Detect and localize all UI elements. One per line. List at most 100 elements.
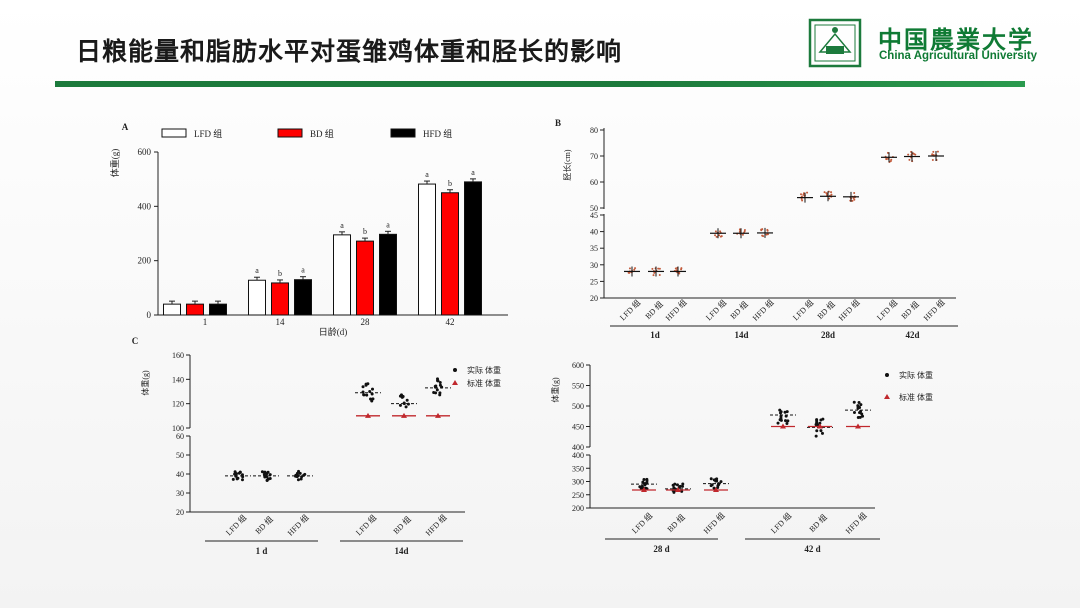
panel-c-point <box>712 478 716 482</box>
panel-c-standard-marker <box>855 423 861 429</box>
panel-b-point <box>825 192 828 195</box>
panel-b-point <box>766 229 769 232</box>
panel-c-point <box>365 393 369 397</box>
panel-a-y-tick-label: 200 <box>138 256 152 266</box>
panel-b-point <box>852 197 855 200</box>
panel-a-x-tick-label: 14 <box>276 317 286 327</box>
panel-c-y-tick-label: 30 <box>176 489 184 498</box>
university-name-en: China Agricultural University <box>879 50 1038 62</box>
panel-a-x-tick-label: 1 <box>203 317 208 327</box>
panel-b-y-label: 胫长(cm) <box>562 149 572 180</box>
page-title: 日粮能量和脂肪水平对蛋雏鸡体重和胫长的影响 <box>76 37 623 66</box>
panel-b-point <box>802 192 805 195</box>
panel-a-y-tick-label: 600 <box>138 147 152 157</box>
panel-b-y-tick-label: 40 <box>590 228 598 237</box>
panel-c-group-label: LFD 组 <box>768 510 793 535</box>
panel-c-point <box>404 405 408 409</box>
panel-b-day-label: 42d <box>905 330 919 340</box>
panel-c-y-tick-label: 20 <box>176 508 184 517</box>
panel-a-bar <box>356 240 374 316</box>
panel-c-point <box>434 384 438 388</box>
panel-c-point <box>370 387 374 391</box>
panel-c-point <box>432 390 436 394</box>
panel-c-y-tick-label: 500 <box>572 402 584 411</box>
title-divider <box>55 81 1025 87</box>
panel-c-point <box>235 477 239 481</box>
panel-b-point <box>652 274 655 277</box>
panel-a-legend-label: HFD 组 <box>423 128 452 139</box>
panel-a-bar <box>271 282 289 316</box>
panel-c-point <box>238 470 242 474</box>
panel-c-group-label: LFD 组 <box>629 510 654 535</box>
panel-b-group-label: HFD 组 <box>921 297 946 322</box>
panel-b-y-tick-label: 25 <box>590 277 598 286</box>
panel-b-point <box>801 199 804 202</box>
panel-c-point <box>294 474 298 478</box>
panel-c-point <box>673 482 677 486</box>
panel-b-point <box>800 197 803 200</box>
panel-c-legend-actual-label: 实际 体重 <box>467 365 501 375</box>
panel-c-standard-marker <box>713 486 719 492</box>
panel-c-y-tick-label: 300 <box>572 478 584 487</box>
panel-b-point <box>633 268 636 271</box>
panel-c-standard-marker <box>675 486 681 492</box>
panel-b-group-label: BD 组 <box>815 299 837 321</box>
panel-c-point <box>859 403 863 407</box>
panel-a-sig-letter: a <box>471 168 475 177</box>
panel-c-y-tick-label: 60 <box>176 432 184 441</box>
panel-b-point <box>932 150 935 153</box>
panel-b-point <box>885 158 888 161</box>
panel-b-group-label: HFD 组 <box>836 297 861 322</box>
panel-a-y-tick-label: 0 <box>147 310 152 320</box>
panel-c-point <box>860 412 864 416</box>
panel-c-y-tick-label: 40 <box>176 470 184 479</box>
panel-a-bar <box>294 279 312 316</box>
panel-c-point <box>815 429 819 433</box>
panel-b-y-tick-label: 30 <box>590 261 598 270</box>
panel-c-point <box>818 421 822 425</box>
panel-a-sig-letter: a <box>340 221 344 230</box>
panel-a-x-label: 日龄(d) <box>319 326 348 337</box>
panel-c-group-label: HFD 组 <box>701 510 726 535</box>
panel-c-y-tick-label: 200 <box>572 504 584 513</box>
panel-c-point <box>405 398 409 402</box>
panel-c-point <box>231 477 235 481</box>
panel-a-bar <box>464 181 482 316</box>
panel-a-sig-letter: a <box>386 220 390 229</box>
panel-c-point <box>709 484 713 488</box>
panel-a-sig-letter: a <box>301 266 305 275</box>
panel-label-a: A <box>122 122 129 132</box>
panel-c-standard-marker <box>641 486 647 492</box>
panel-b-point <box>889 160 892 163</box>
panel-b-point <box>853 192 856 195</box>
panel-c-point <box>406 402 410 406</box>
panel-c-y-tick-label: 350 <box>572 464 584 473</box>
panel-a-legend-label: BD 组 <box>310 128 334 139</box>
panel-c-standard-marker <box>401 412 407 418</box>
panel-b-group-label: LFD 组 <box>874 297 899 322</box>
panel-a-legend-swatch <box>161 128 187 138</box>
panel-c-legend-standard-marker <box>452 380 458 385</box>
panel-c-group-label: BD 组 <box>391 514 413 536</box>
panel-c-y-tick-label: 50 <box>176 451 184 460</box>
panel-c-point <box>299 477 303 481</box>
panel-a-sig-letter: a <box>255 266 259 275</box>
panel-c-point <box>858 415 862 419</box>
panel-c-point <box>266 470 270 474</box>
panel-c-legend-actual-label: 实际 体重 <box>899 370 933 380</box>
panel-c-standard-marker <box>817 423 823 429</box>
panel-c-point <box>296 478 300 482</box>
panel-a-sig-letter: b <box>363 227 367 236</box>
panel-label-b: B <box>555 118 561 128</box>
panel-a-y-label: 体重(g) <box>109 149 120 178</box>
panel-b-point <box>743 228 746 231</box>
panel-c-point <box>263 470 267 474</box>
panel-b-point <box>936 150 939 153</box>
panel-a-bar <box>441 192 459 316</box>
panel-c-day-label: 1 d <box>256 546 268 556</box>
panel-b-point <box>674 267 677 270</box>
panel-b-point <box>886 151 889 154</box>
panel-b-point <box>830 191 833 194</box>
panel-c-point <box>240 478 244 482</box>
